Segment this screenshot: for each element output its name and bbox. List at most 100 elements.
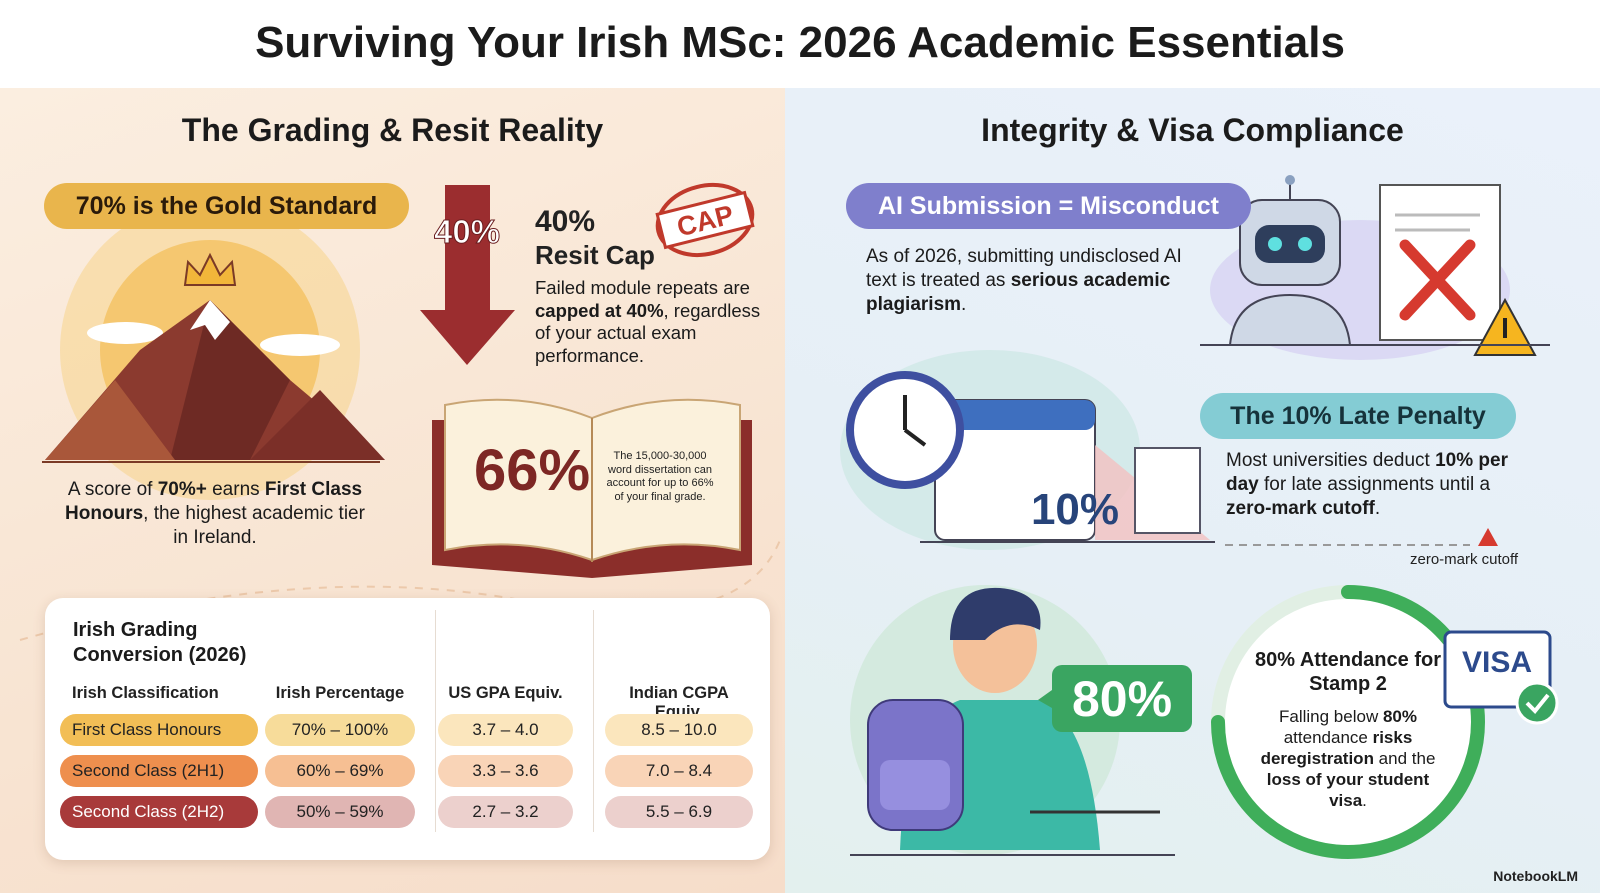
column-header: Irish Classification: [72, 684, 219, 702]
text-bold: 70%+: [157, 479, 207, 500]
resit-arrow: 40%: [420, 185, 515, 365]
row-label: Second Class (2H2): [60, 796, 258, 828]
resit-title: 40%: [535, 205, 596, 238]
shape: [1038, 690, 1052, 708]
attendance-body: Falling below 80% attendance risks dereg…: [1258, 706, 1438, 811]
text-bold: risks deregistration: [1260, 728, 1413, 768]
visa-card: VISA: [1443, 630, 1559, 725]
text-bold: First Class Honours: [65, 479, 363, 524]
text-bold: 80%: [1382, 707, 1417, 726]
shape: [1298, 237, 1312, 251]
shape: [1515, 681, 1559, 725]
shape: [170, 300, 290, 460]
page-title: Surviving Your Irish MSc: 2026 Academic …: [255, 18, 1345, 67]
gold-badge: 70% is the Gold Standard: [44, 183, 409, 229]
shape: [655, 183, 755, 257]
late-body: Most universities deduct 10% per day for…: [1226, 449, 1526, 521]
text-bold: serious academic plagiarism: [866, 270, 1171, 315]
row-label: Second Class (2H1): [60, 755, 258, 787]
row-label: First Class Honours: [60, 714, 258, 746]
shape: [655, 190, 755, 250]
text: and the: [1373, 749, 1436, 768]
text: .: [1374, 498, 1381, 519]
table-cell: 5.5 – 6.9: [605, 796, 753, 828]
text: , regardless of your actual exam perform…: [535, 299, 761, 366]
text: .: [1362, 791, 1367, 810]
attendance-figure: 80%: [1072, 671, 1172, 727]
text: .: [961, 294, 967, 315]
text-bold: 10% per day: [1226, 450, 1508, 495]
ring-progress: [1211, 585, 1485, 859]
text: Most universities deduct: [1226, 450, 1436, 471]
text-bold: zero-mark cutoff: [1226, 498, 1375, 519]
ai-badge: AI Submission = Misconduct: [846, 183, 1251, 229]
stamp-text: CAP: [674, 200, 737, 243]
table-cell: 2.7 – 3.2: [438, 796, 573, 828]
shape: [1525, 693, 1550, 714]
table-cell: 3.3 – 3.6: [438, 755, 573, 787]
divider: [593, 610, 594, 832]
text-bold: capped at 40%: [535, 299, 664, 321]
gold-body: A score of 70%+ earns First Class Honour…: [65, 478, 365, 550]
ai-body: As of 2026, submitting undisclosed AI te…: [866, 245, 1211, 317]
text: , the highest academic tier in Ireland.: [143, 503, 365, 548]
table-cell: 60% – 69%: [265, 755, 415, 787]
text: Failed module repeats are: [535, 277, 750, 298]
shape: [87, 322, 163, 344]
visa-text: VISA: [1462, 646, 1532, 679]
text: earns: [206, 479, 265, 500]
text: attendance: [1283, 728, 1373, 747]
robot-illustration: [1200, 175, 1550, 360]
cutoff-marker: [1478, 528, 1498, 546]
divider: [435, 610, 436, 832]
footer-brand: NotebookLM: [1493, 868, 1578, 884]
mountain-illustration: [42, 200, 385, 500]
shape: [1285, 175, 1295, 185]
dissertation-note: The 15,000-30,000 word dissertation can …: [606, 450, 714, 503]
dissertation-figure: 66%: [474, 438, 590, 503]
shape: [260, 334, 340, 356]
column-header: US GPA Equiv.: [448, 684, 563, 702]
cap-stamp: CAP: [655, 183, 755, 257]
column-header: Irish Percentage: [275, 684, 405, 702]
grading-table: Irish Grading Conversion (2026) Irish Cl…: [45, 598, 770, 860]
resit-body: Failed module repeats are capped at 40%,…: [535, 277, 770, 367]
shape: [950, 587, 1041, 640]
table-cell: 70% – 100%: [265, 714, 415, 746]
calendar-illustration: 10%: [840, 350, 1215, 550]
table-cell: 8.5 – 10.0: [605, 714, 753, 746]
table-cell: 7.0 – 8.4: [605, 755, 753, 787]
shape: [903, 428, 927, 447]
late-badge: The 10% Late Penalty: [1200, 393, 1516, 439]
shape: [1052, 665, 1192, 732]
arrow-label: 40%: [434, 213, 500, 250]
resit-subtitle: Resit Cap: [535, 240, 655, 270]
shape: [880, 760, 950, 810]
table-cell: 50% – 59%: [265, 796, 415, 828]
text-bold: loss of your student visa: [1266, 770, 1430, 810]
shape: [183, 252, 237, 286]
late-figure: 10%: [1031, 485, 1119, 534]
text: A score of: [67, 479, 158, 500]
shape: [420, 185, 515, 365]
shape: [1228, 293, 1352, 346]
shape: [1255, 225, 1325, 263]
shape: [1379, 184, 1501, 341]
table-cell: 3.7 – 4.0: [438, 714, 573, 746]
shape: [1134, 447, 1201, 534]
shape: [1268, 237, 1282, 251]
left-heading: The Grading & Resit Reality: [181, 112, 604, 148]
book-illustration: 66%: [432, 398, 752, 578]
shape: [190, 300, 230, 340]
text: Falling below: [1279, 707, 1383, 726]
shape: [935, 400, 1095, 430]
student-illustration: [850, 585, 1175, 856]
attendance-bubble: 80%: [1038, 665, 1192, 732]
table-title: Irish Grading Conversion (2026): [73, 619, 247, 666]
shape: [250, 390, 385, 460]
text: As of 2026, submitting undisclosed AI te…: [866, 246, 1182, 291]
shape: [1399, 239, 1476, 321]
attendance-title: 80% Attendance for Stamp 2: [1255, 649, 1441, 695]
text: for late assignments until a: [1258, 474, 1491, 495]
